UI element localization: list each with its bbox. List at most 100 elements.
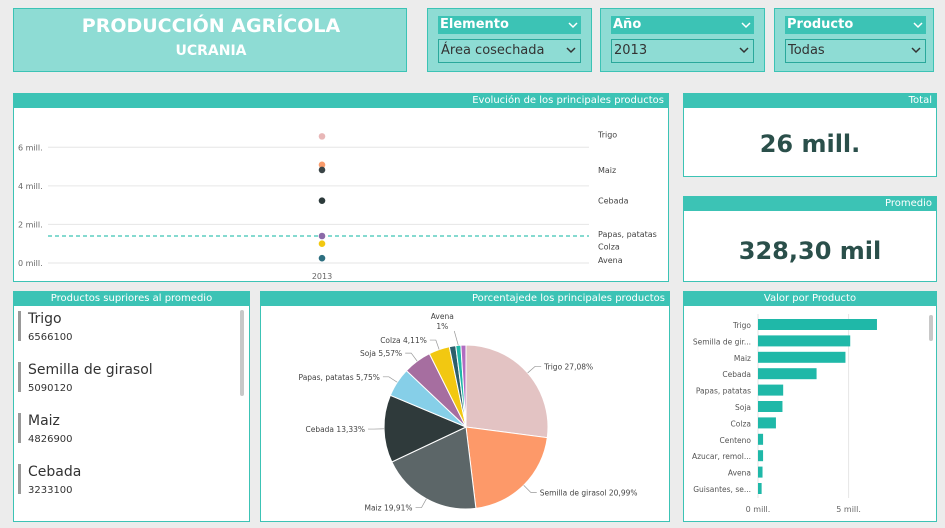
category-label: Centeno bbox=[719, 436, 751, 445]
list-item-value: 3233100 bbox=[28, 485, 73, 496]
chevron-down-icon bbox=[568, 22, 578, 29]
y-tick-label: 0 mill. bbox=[18, 259, 43, 268]
series-label: Colza bbox=[598, 243, 620, 252]
series-label: Avena bbox=[598, 256, 623, 265]
category-label: Azucar, remol... bbox=[692, 452, 751, 461]
series-label: Papas, patatas bbox=[598, 230, 657, 239]
total-card: Total 26 mill. bbox=[683, 93, 937, 177]
pie-label: Semilla de girasol 20,99% bbox=[540, 488, 638, 497]
pie-leader-line bbox=[453, 330, 459, 346]
pie-leader-line bbox=[523, 485, 537, 493]
pie-label: 1% bbox=[436, 322, 448, 331]
category-label: Semilla de gir... bbox=[693, 337, 751, 346]
chevron-down-icon[interactable] bbox=[910, 44, 922, 56]
evolution-chart-title: Evolución de los principales productos bbox=[14, 94, 668, 108]
bar bbox=[758, 351, 846, 363]
category-label: Papas, patatas bbox=[696, 387, 751, 396]
list-scrollbar[interactable] bbox=[240, 310, 244, 396]
slicer-producto-dropdown[interactable]: Todas bbox=[785, 39, 926, 63]
bar bbox=[758, 466, 763, 478]
pie-leader-line bbox=[429, 339, 440, 350]
bar bbox=[758, 433, 764, 445]
data-point bbox=[318, 161, 326, 169]
category-label: Soja bbox=[735, 403, 751, 412]
list-item-marker bbox=[18, 362, 21, 392]
list-item-value: 5090120 bbox=[28, 383, 73, 394]
pie-leader-line bbox=[405, 352, 418, 362]
pie-slice bbox=[460, 344, 467, 428]
bar bbox=[758, 483, 762, 494]
pie-leader-line bbox=[527, 365, 542, 374]
pie-label: Soja 5,57% bbox=[360, 349, 402, 358]
x-tick-label: 5 mill. bbox=[836, 505, 861, 514]
pie-slice bbox=[465, 426, 548, 509]
data-point bbox=[318, 197, 326, 204]
slicer-elemento-title: Elemento bbox=[438, 16, 581, 34]
chevron-down-icon[interactable] bbox=[738, 44, 750, 56]
category-label: Avena bbox=[728, 469, 751, 478]
list-item-name: Maiz bbox=[28, 413, 60, 429]
chevron-down-icon bbox=[913, 22, 923, 29]
series-label: Trigo bbox=[597, 130, 617, 139]
chevron-down-icon[interactable] bbox=[565, 44, 577, 56]
slicer-ano-title: Año bbox=[611, 16, 754, 34]
list-item-value: 6566100 bbox=[28, 332, 73, 343]
total-title: Total bbox=[684, 94, 936, 108]
y-tick-label: 4 mill. bbox=[18, 182, 43, 191]
pie-label: Avena bbox=[431, 312, 454, 321]
pie-chart: Trigo 27,08% Semilla de girasol 20,99% Mai… bbox=[299, 312, 638, 513]
category-label: Guisantes, se... bbox=[693, 485, 751, 494]
pie-slice bbox=[465, 344, 549, 439]
title-tile: PRODUCCIÓN AGRÍCOLA UCRANIA bbox=[13, 8, 407, 72]
bar bbox=[758, 368, 817, 380]
list-item-name: Cebada bbox=[28, 464, 82, 480]
slicer-producto: Producto Todas bbox=[774, 8, 934, 72]
bar bbox=[758, 335, 851, 347]
series-label: Cebada bbox=[598, 197, 629, 206]
slicer-elemento-dropdown[interactable]: Área cosechada bbox=[438, 39, 581, 63]
pie-slice bbox=[383, 394, 468, 463]
data-point bbox=[318, 232, 326, 240]
series-label: Maiz bbox=[598, 166, 616, 175]
above-average-title: Productos supriores al promedio bbox=[14, 292, 249, 306]
x-tick-label: 0 mill. bbox=[746, 505, 771, 514]
promedio-title: Promedio bbox=[684, 197, 936, 211]
bar-chart-title: Valor por Producto bbox=[684, 292, 936, 306]
pie-label: Maiz 19,91% bbox=[364, 504, 412, 513]
list-item-marker bbox=[18, 413, 21, 443]
pie-label: Papas, patatas 5,75% bbox=[299, 373, 380, 382]
category-label: Colza bbox=[731, 419, 751, 428]
bar-chart-scrollbar[interactable] bbox=[929, 315, 933, 341]
x-tick-label: 2013 bbox=[312, 272, 332, 281]
page-subtitle: UCRANIA bbox=[175, 43, 247, 59]
category-label: Trigo bbox=[732, 321, 751, 330]
bar bbox=[758, 417, 776, 429]
pie-label: Trigo 27,08% bbox=[543, 362, 593, 371]
pie-leader-line bbox=[382, 376, 398, 383]
slicer-elemento: Elemento Área cosechada bbox=[427, 8, 592, 72]
bar-chart-card: Valor por Producto 0 mill. 5 mill. Trigo Se… bbox=[683, 291, 937, 522]
pie-label: Colza 4,11% bbox=[380, 336, 427, 345]
y-tick-label: 6 mill. bbox=[18, 143, 43, 152]
data-point bbox=[318, 166, 326, 174]
data-point bbox=[318, 133, 326, 140]
pie-leader-line bbox=[415, 498, 427, 508]
total-value: 26 mill. bbox=[759, 130, 861, 158]
bar bbox=[758, 450, 764, 462]
slicer-ano-dropdown[interactable]: 2013 bbox=[611, 39, 754, 63]
bar-chart: 0 mill. 5 mill. Trigo Semilla de gir... Maiz… bbox=[692, 314, 877, 514]
above-average-card: Productos supriores al promedio Trigo 65… bbox=[13, 291, 250, 522]
bar bbox=[758, 384, 784, 396]
product-list[interactable]: Trigo 6566100 Semilla de girasol 5090120… bbox=[18, 311, 242, 516]
page-title: PRODUCCIÓN AGRÍCOLA bbox=[81, 15, 341, 37]
list-item-name: Semilla de girasol bbox=[28, 362, 153, 378]
list-item-marker bbox=[18, 311, 21, 341]
list-item-name: Trigo bbox=[28, 311, 62, 327]
promedio-value: 328,30 mil bbox=[738, 237, 882, 265]
category-label: Maiz bbox=[734, 354, 751, 363]
pie-chart-card: Porcentajede los principales productos T… bbox=[260, 291, 670, 522]
evolution-chart-card: Evolución de los principales productos 0… bbox=[13, 93, 669, 282]
slicer-producto-title: Producto bbox=[785, 16, 926, 34]
bar bbox=[758, 401, 783, 412]
slicer-ano: Año 2013 bbox=[600, 8, 765, 72]
